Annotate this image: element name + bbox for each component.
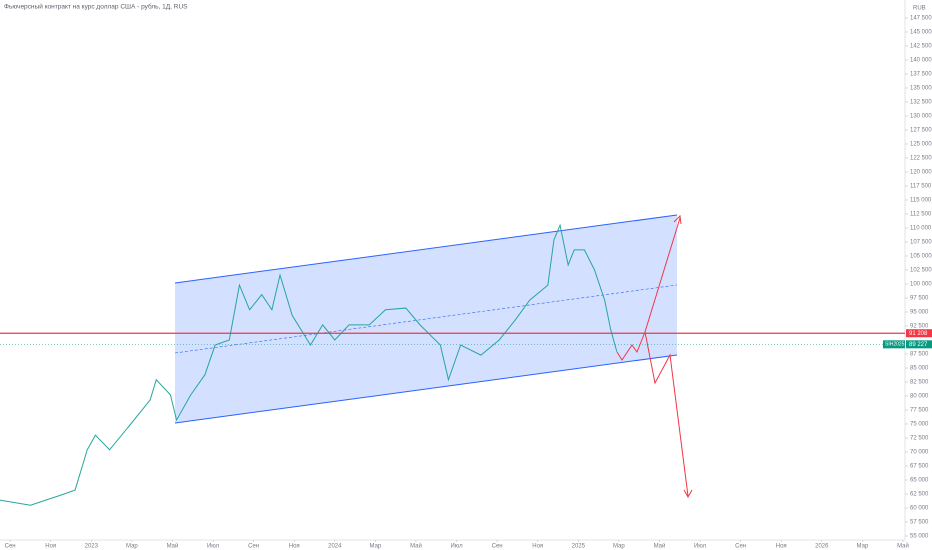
chart-title: Фьючерсный контракт на курс доллар США -…	[4, 3, 188, 11]
y-tick-label: 67 500	[910, 464, 929, 470]
x-tick-label: Мар	[370, 544, 382, 550]
y-tick-label: 55 000	[910, 534, 929, 540]
price-tag	[906, 340, 932, 349]
x-tick-label: Май	[897, 543, 909, 550]
y-tick-label: 120 000	[910, 170, 932, 176]
y-tick-label: 122 500	[910, 156, 932, 162]
x-tick-label: Сен	[492, 544, 503, 550]
y-tick-label: 147 500	[910, 16, 932, 22]
y-tick-label: 127 500	[910, 128, 932, 134]
y-tick-label: 107 500	[910, 240, 932, 246]
channel-bottom	[174, 354, 678, 424]
y-tick-label: 92 500	[910, 324, 929, 330]
y-tick-label: 75 000	[910, 422, 929, 428]
marks	[0, 223, 905, 506]
x-tick-label: Май	[410, 543, 422, 550]
x-tick-label: Июл	[207, 544, 220, 550]
x-tick-label: Июл	[450, 544, 463, 550]
projection-down	[644, 331, 689, 497]
y-tick-label: 80 000	[910, 394, 929, 400]
x-tick-label: Май	[654, 543, 666, 550]
y-tick-label: 70 000	[910, 450, 929, 456]
arrow-head-down	[683, 489, 693, 499]
x-tick-label: 2026	[815, 544, 829, 550]
x-tick-label: 2024	[328, 544, 342, 550]
y-tick-label: 115 000	[910, 198, 932, 204]
y-tick-label: 95 000	[910, 310, 929, 316]
channel-top	[174, 214, 678, 284]
projection-up	[616, 217, 681, 361]
y-tick-label: 57 500	[910, 520, 929, 526]
x-tick-label: Ноя	[532, 544, 543, 550]
x-tick-label: Сен	[5, 544, 16, 550]
x-tick-label: Ноя	[289, 544, 300, 550]
y-tick-label: 105 000	[910, 254, 932, 260]
x-tick-label: Ноя	[45, 544, 56, 550]
y-tick-label: 132 500	[910, 100, 932, 106]
symbol-tag	[883, 340, 905, 349]
y-tick-label: 135 000	[910, 86, 932, 92]
y-tick-label: 142 500	[910, 44, 932, 50]
x-tick-label: 2023	[85, 544, 99, 550]
y-tick-label: 97 500	[910, 296, 929, 302]
x-tick-label: Май	[167, 543, 179, 550]
x-tick-label: Мар	[126, 544, 138, 550]
x-tick-label: Ноя	[776, 544, 787, 550]
x-tick-label: Мар	[857, 544, 869, 550]
y-tick-label: 60 000	[910, 506, 929, 512]
x-tick-label: 2025	[572, 544, 586, 550]
x-tick-label: Сен	[248, 544, 259, 550]
price-tag-label: 89 227	[909, 342, 928, 348]
y-tick-label: 82 500	[910, 380, 929, 386]
y-tick-label: 77 500	[910, 408, 929, 414]
arrow-head-up	[673, 214, 682, 225]
y-tick-label: 140 000	[910, 58, 932, 64]
level-tag-label: 91 208	[909, 331, 928, 337]
y-tick-label: 100 000	[910, 282, 932, 288]
y-tick-label: 117 500	[910, 184, 932, 190]
y-tick-label: 102 500	[910, 268, 932, 274]
currency-label: RUB	[913, 6, 926, 12]
x-tick-label: Сен	[735, 544, 746, 550]
level-tag	[906, 329, 932, 338]
y-tick-label: 130 000	[910, 114, 932, 120]
y-tick-label: 137 500	[910, 72, 932, 78]
price-line	[0, 223, 618, 506]
y-tick-label: 112 500	[910, 212, 932, 218]
y-tick-label: 65 000	[910, 478, 929, 484]
y-tick-label: 72 500	[910, 436, 929, 442]
channel-fill	[175, 215, 677, 423]
y-tick-label: 145 000	[910, 30, 932, 36]
y-tick-label: 62 500	[910, 492, 929, 498]
x-tick-label: Июл	[694, 544, 707, 550]
y-tick-label: 87 500	[910, 352, 929, 358]
symbol-tag-label: SIH2025	[885, 342, 905, 348]
y-tick-label: 85 000	[910, 366, 929, 372]
x-tick-label: Мар	[613, 544, 625, 550]
channel-middle	[174, 284, 678, 354]
y-tick-label: 110 000	[910, 226, 932, 232]
y-tick-label: 125 000	[910, 142, 932, 148]
